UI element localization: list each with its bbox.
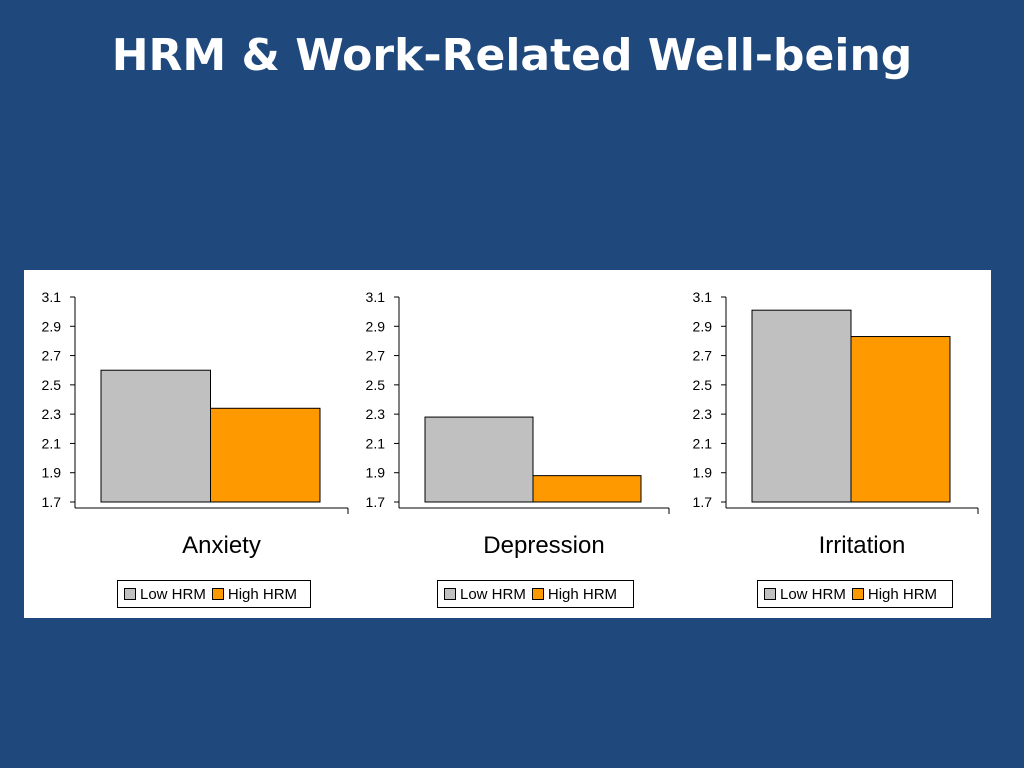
legend-label: Low HRM [140, 585, 206, 603]
y-tick-label: 2.9 [42, 318, 62, 334]
bar-high-hrm [532, 475, 642, 503]
y-tick-label: 1.9 [693, 465, 713, 481]
y-tick-label: 1.9 [42, 465, 62, 481]
legend-swatch [764, 588, 776, 600]
category-label: Depression [483, 532, 604, 559]
y-tick-label: 2.1 [693, 435, 713, 451]
bar-high-hrm [850, 336, 951, 503]
chart-depression: 3.1 2.9 2.7 2.5 2.3 2.1 1.9 1.7 Depression [366, 289, 670, 559]
legend-swatch [211, 588, 224, 600]
chart-anxiety: 3.1 2.9 2.7 2.5 2.3 2.1 1.9 1.7 Anxiety [42, 289, 349, 559]
legend: Low HRM High HRM [117, 580, 311, 608]
y-tick-label: 2.5 [42, 377, 62, 393]
legend-item: High HRM [531, 585, 618, 603]
y-tick-label: 1.7 [693, 494, 713, 510]
chart-panel: 3.1 2.9 2.7 2.5 2.3 2.1 1.9 1.7 Anxiety 3.1 2.9 2.7… [24, 270, 991, 618]
legend-item: Low HRM [764, 586, 846, 603]
legend-label: Low HRM [460, 585, 526, 603]
legend-swatch [444, 588, 456, 600]
legend-label: High HRM [547, 585, 618, 603]
y-tick-label: 2.7 [693, 348, 713, 364]
y-tick-label: 1.7 [42, 494, 62, 510]
y-tick-label: 1.7 [366, 494, 386, 510]
legend-item: High HRM [211, 585, 298, 603]
y-tick-label: 3.1 [693, 289, 713, 305]
legend: Low HRM High HRM [437, 580, 634, 608]
bar-low-hrm [751, 309, 852, 503]
y-tick-label: 2.7 [366, 348, 386, 364]
legend-swatch [531, 588, 544, 600]
y-tick-label: 2.3 [693, 406, 713, 422]
bar-high-hrm [210, 407, 321, 503]
legend-label: Low HRM [780, 585, 846, 603]
y-tick-label: 2.1 [366, 435, 386, 451]
chart-irritation: 3.1 2.9 2.7 2.5 2.3 2.1 1.9 1.7 Irritation [693, 289, 979, 559]
legend: Low HRM High HRM [757, 580, 953, 608]
slide-title: HRM & Work-Related Well-being [111, 30, 913, 81]
legend-item: High HRM [851, 585, 938, 603]
y-tick-label: 3.1 [42, 289, 62, 305]
legend-item: Low HRM [444, 586, 526, 603]
category-label: Anxiety [182, 532, 261, 559]
y-tick-label: 2.3 [42, 406, 62, 422]
legend-label: High HRM [867, 585, 938, 603]
bar-low-hrm [100, 369, 211, 503]
y-tick-label: 2.9 [693, 318, 713, 334]
y-tick-label: 3.1 [366, 289, 386, 305]
legend-label: High HRM [227, 585, 298, 603]
legend-swatch [851, 588, 864, 600]
legend-item: Low HRM [124, 586, 206, 603]
y-tick-label: 2.5 [366, 377, 386, 393]
y-tick-label: 2.3 [366, 406, 386, 422]
y-tick-label: 2.5 [693, 377, 713, 393]
y-tick-label: 1.9 [366, 465, 386, 481]
charts-canvas: 3.1 2.9 2.7 2.5 2.3 2.1 1.9 1.7 Anxiety 3.1 2.9 2.7… [42, 289, 979, 559]
y-tick-label: 2.9 [366, 318, 386, 334]
y-tick-label: 2.1 [42, 435, 62, 451]
y-tick-label: 2.7 [42, 348, 62, 364]
bar-low-hrm [424, 416, 534, 503]
category-label: Irritation [819, 532, 906, 559]
legend-swatch [124, 588, 136, 600]
